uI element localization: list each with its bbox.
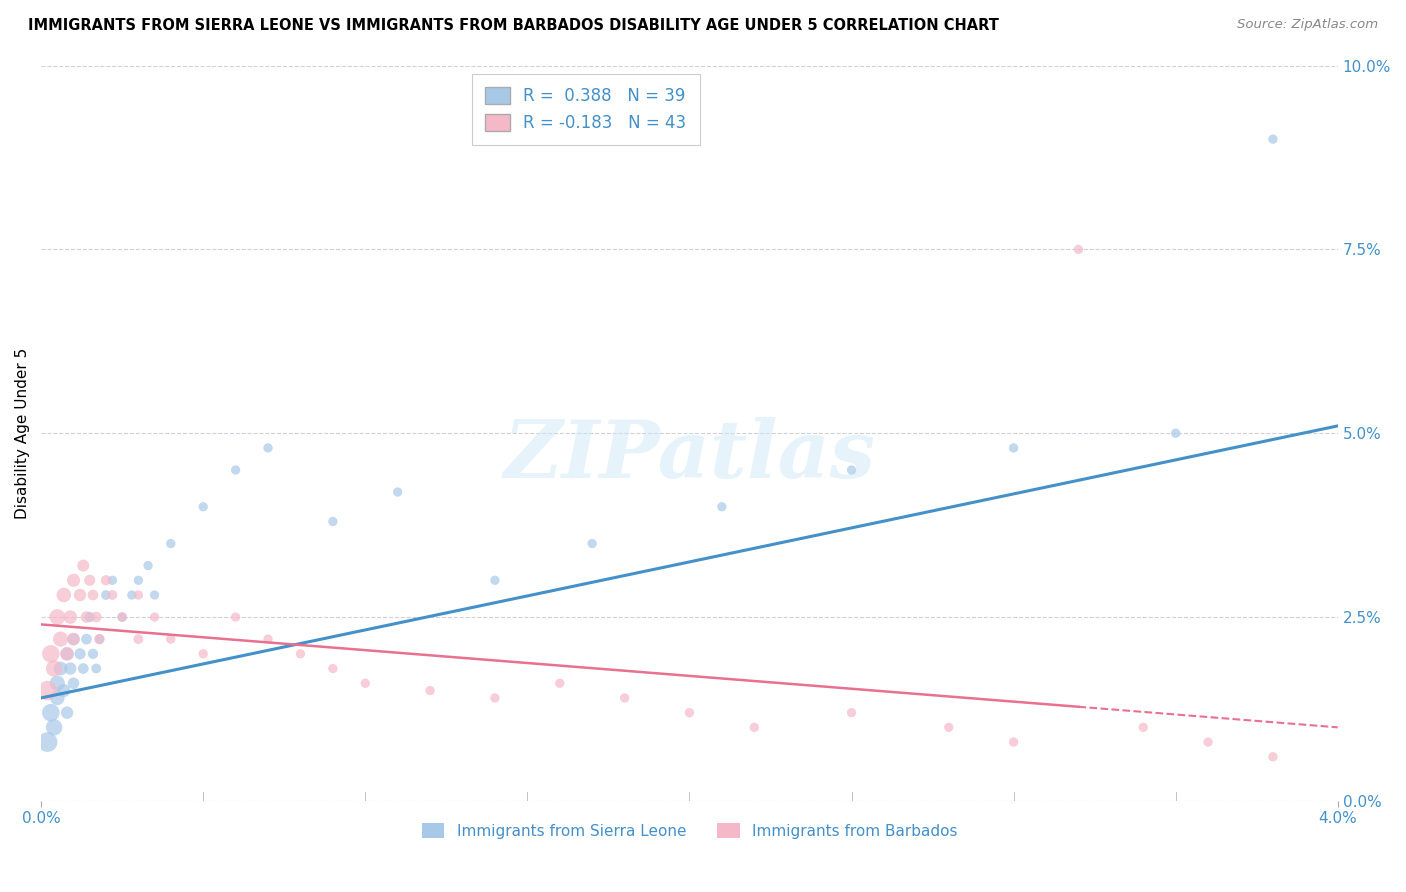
Point [72,661,94,675]
Point [193,647,215,661]
Point [69,588,91,602]
Text: Source: ZipAtlas.com: Source: ZipAtlas.com [1237,18,1378,31]
Point [94,574,117,588]
Point [62,574,84,588]
Point [322,515,344,529]
Point [82,647,104,661]
Point [1164,426,1187,441]
Point [84,661,107,675]
Point [121,588,143,602]
Point [127,588,149,602]
Point [143,588,166,602]
Point [1002,735,1025,749]
Point [84,610,107,624]
Text: IMMIGRANTS FROM SIERRA LEONE VS IMMIGRANTS FROM BARBADOS DISABILITY AGE UNDER 5 : IMMIGRANTS FROM SIERRA LEONE VS IMMIGRAN… [28,18,1000,33]
Point [290,647,312,661]
Point [127,632,149,647]
Point [52,683,75,698]
Point [1002,441,1025,455]
Point [419,683,441,698]
Point [72,558,94,573]
Point [94,588,117,602]
Point [76,632,98,647]
Point [89,632,111,647]
Point [225,463,247,477]
Legend: Immigrants from Sierra Leone, Immigrants from Barbados: Immigrants from Sierra Leone, Immigrants… [415,816,963,845]
Point [1132,720,1154,734]
Point [678,706,700,720]
Point [159,536,181,550]
Point [39,647,62,661]
Point [159,632,181,647]
Point [62,632,84,647]
Point [387,485,409,500]
Point [1067,243,1090,257]
Point [79,574,101,588]
Point [127,574,149,588]
Point [62,632,84,647]
Point [710,500,733,514]
Point [46,690,69,705]
Point [484,690,506,705]
Point [484,574,506,588]
Point [56,647,79,661]
Point [1261,132,1284,146]
Point [354,676,377,690]
Point [581,536,603,550]
Point [52,588,75,602]
Point [613,690,636,705]
Point [59,661,82,675]
Y-axis label: Disability Age Under 5: Disability Age Under 5 [15,348,30,519]
Point [111,610,134,624]
Point [225,610,247,624]
Point [62,676,84,690]
Point [46,676,69,690]
Point [1197,735,1219,749]
Point [49,632,72,647]
Point [56,647,79,661]
Point [37,735,59,749]
Point [59,610,82,624]
Point [136,558,159,573]
Point [101,574,124,588]
Point [841,706,863,720]
Point [39,706,62,720]
Point [56,706,79,720]
Point [46,610,69,624]
Point [548,676,571,690]
Point [101,588,124,602]
Point [257,632,280,647]
Point [49,661,72,675]
Point [69,647,91,661]
Point [89,632,111,647]
Point [938,720,960,734]
Text: ZIPatlas: ZIPatlas [503,417,876,494]
Point [37,683,59,698]
Point [42,661,65,675]
Point [143,610,166,624]
Point [841,463,863,477]
Point [82,588,104,602]
Point [193,500,215,514]
Point [42,720,65,734]
Point [111,610,134,624]
Point [1261,749,1284,764]
Point [79,610,101,624]
Point [322,661,344,675]
Point [257,441,280,455]
Point [742,720,765,734]
Point [76,610,98,624]
